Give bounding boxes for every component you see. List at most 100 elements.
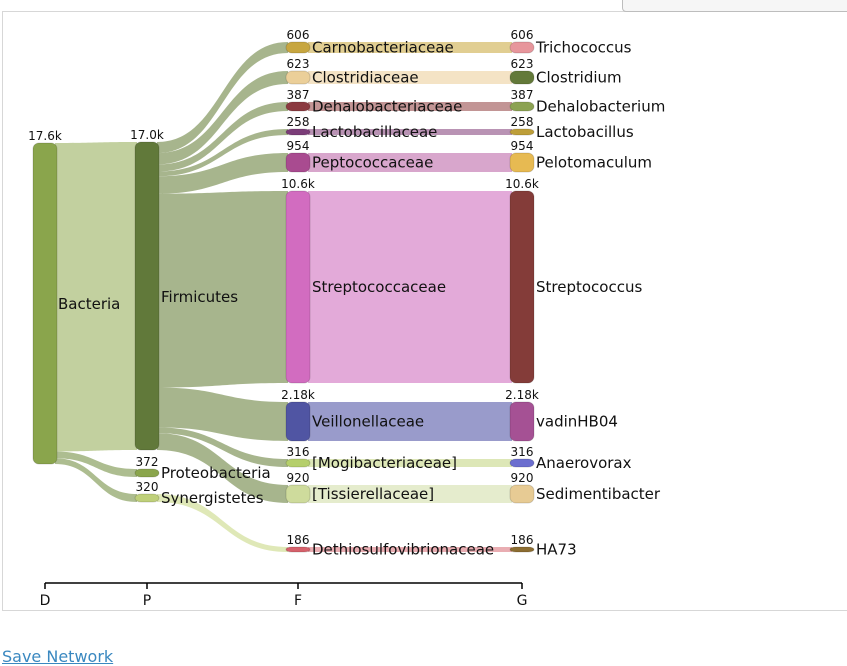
link-carnobacteriaceae-trichococcus[interactable]	[308, 42, 512, 53]
node-tissierellaceae[interactable]	[285, 484, 311, 504]
node-anaerovorax[interactable]	[509, 458, 535, 468]
node-sedimentibacter[interactable]	[509, 484, 535, 504]
axis-label-G: G	[517, 593, 528, 609]
node-peptococcaceae[interactable]	[285, 152, 311, 173]
node-label-veillonellaceae: Veillonellaceae	[312, 413, 424, 431]
link-lactobacillaceae-lactobacillus[interactable]	[308, 129, 512, 135]
link-firmicutes-peptococcaceae[interactable]	[157, 153, 288, 194]
diagram-frame	[2, 11, 847, 611]
node-label-mogibacteriaceae: [Mogibacteriaceae]	[312, 454, 457, 472]
node-label-lactobacillaceae: Lactobacillaceae	[312, 123, 437, 141]
link-firmicutes-tissierellaceae[interactable]	[157, 433, 288, 503]
node-label-clostridium: Clostridium	[536, 69, 622, 87]
node-value-tissierellaceae: 920	[287, 471, 310, 485]
link-synergistetes-dethiosulfovibrionaceae[interactable]	[157, 494, 288, 552]
node-label-dethiosulfovibrionaceae: Dethiosulfovibrionaceae	[312, 541, 494, 559]
node-label-proteobacteria: Proteobacteria	[161, 464, 271, 482]
node-trichococcus[interactable]	[509, 41, 535, 54]
node-synergistetes[interactable]	[134, 493, 160, 503]
node-value-synergistetes: 320	[136, 480, 159, 494]
node-label-streptococcus: Streptococcus	[536, 278, 642, 296]
node-label-peptococcaceae: Peptococcaceae	[312, 154, 433, 172]
node-value-clostridium: 623	[511, 57, 534, 71]
axis-label-P: P	[143, 593, 151, 609]
node-bacteria[interactable]	[32, 142, 58, 465]
link-veillonellaceae-vadinhb04[interactable]	[308, 402, 512, 441]
node-value-anaerovorax: 316	[511, 445, 534, 459]
node-label-dehalobacterium: Dehalobacterium	[536, 98, 665, 116]
node-value-streptococcus: 10.6k	[505, 177, 539, 191]
node-label-trichococcus: Trichococcus	[535, 39, 632, 57]
node-clostridium[interactable]	[509, 70, 535, 85]
save-network-link[interactable]: Save Network	[2, 647, 114, 666]
link-clostridiaceae-clostridium[interactable]	[308, 71, 512, 84]
node-value-dehalobacterium: 387	[511, 88, 534, 102]
node-value-dehalobacteriaceae: 387	[287, 88, 310, 102]
node-value-proteobacteria: 372	[136, 455, 159, 469]
node-value-mogibacteriaceae: 316	[287, 445, 310, 459]
node-ha73[interactable]	[509, 546, 535, 553]
node-label-lactobacillus: Lactobacillus	[536, 123, 634, 141]
node-dethiosulfovibrionaceae[interactable]	[285, 546, 311, 553]
link-firmicutes-dehalobacteriaceae[interactable]	[157, 102, 288, 172]
node-proteobacteria[interactable]	[134, 468, 160, 478]
node-label-pelotomaculum: Pelotomaculum	[536, 154, 652, 172]
node-value-firmicutes: 17.0k	[130, 128, 164, 142]
node-label-ha73: HA73	[536, 541, 577, 559]
node-value-lactobacillaceae: 258	[287, 115, 310, 129]
link-tissierellaceae-sedimentibacter[interactable]	[308, 485, 512, 503]
link-firmicutes-lactobacillaceae[interactable]	[157, 129, 288, 177]
link-peptococcaceae-pelotomaculum[interactable]	[308, 153, 512, 172]
node-vadinhb04[interactable]	[509, 401, 535, 442]
node-label-anaerovorax: Anaerovorax	[536, 454, 632, 472]
node-dehalobacterium[interactable]	[509, 101, 535, 112]
node-lactobacillaceae[interactable]	[285, 128, 311, 136]
axis-label-D: D	[40, 593, 51, 609]
node-label-vadinhb04: vadinHB04	[536, 413, 618, 431]
node-streptococcaceae[interactable]	[285, 190, 311, 384]
node-value-clostridiaceae: 623	[287, 57, 310, 71]
node-label-sedimentibacter: Sedimentibacter	[536, 485, 661, 503]
node-value-trichococcus: 606	[511, 28, 534, 42]
sankey-nodes	[32, 41, 535, 553]
link-bacteria-synergistetes[interactable]	[55, 458, 137, 502]
node-label-tissierellaceae: [Tissierellaceae]	[312, 485, 434, 503]
node-label-synergistetes: Synergistetes	[161, 489, 264, 507]
link-bacteria-proteobacteria[interactable]	[55, 451, 137, 477]
node-value-carnobacteriaceae: 606	[287, 28, 310, 42]
node-clostridiaceae[interactable]	[285, 70, 311, 85]
node-mogibacteriaceae[interactable]	[285, 458, 311, 468]
node-streptococcus[interactable]	[509, 190, 535, 384]
node-value-vadinhb04: 2.18k	[505, 388, 539, 402]
sankey-links	[55, 42, 512, 552]
node-value-ha73: 186	[511, 533, 534, 547]
link-dehalobacteriaceae-dehalobacterium[interactable]	[308, 102, 512, 111]
node-label-bacteria: Bacteria	[58, 295, 120, 313]
node-value-peptococcaceae: 954	[287, 139, 310, 153]
node-lactobacillus[interactable]	[509, 128, 535, 136]
node-label-streptococcaceae: Streptococcaceae	[312, 278, 446, 296]
node-value-dethiosulfovibrionaceae: 186	[287, 533, 310, 547]
node-label-dehalobacteriaceae: Dehalobacteriaceae	[312, 98, 462, 116]
axis-label-F: F	[294, 593, 302, 609]
node-value-veillonellaceae: 2.18k	[281, 388, 315, 402]
node-value-bacteria: 17.6k	[28, 129, 62, 143]
node-carnobacteriaceae[interactable]	[285, 41, 311, 54]
node-firmicutes[interactable]	[134, 141, 160, 451]
top-tab	[622, 0, 847, 12]
link-bacteria-firmicutes[interactable]	[55, 142, 137, 452]
link-mogibacteriaceae-anaerovorax[interactable]	[308, 459, 512, 467]
link-firmicutes-veillonellaceae[interactable]	[157, 387, 288, 441]
link-firmicutes-carnobacteriaceae[interactable]	[157, 42, 288, 154]
link-streptococcaceae-streptococcus[interactable]	[308, 191, 512, 383]
node-value-lactobacillus: 258	[511, 115, 534, 129]
node-dehalobacteriaceae[interactable]	[285, 101, 311, 112]
node-value-streptococcaceae: 10.6k	[281, 177, 315, 191]
node-veillonellaceae[interactable]	[285, 401, 311, 442]
link-dethiosulfovibrionaceae-ha73[interactable]	[308, 547, 512, 552]
link-firmicutes-mogibacteriaceae[interactable]	[157, 427, 288, 467]
link-firmicutes-clostridiaceae[interactable]	[157, 71, 288, 165]
link-firmicutes-streptococcaceae[interactable]	[157, 191, 288, 388]
node-pelotomaculum[interactable]	[509, 152, 535, 173]
